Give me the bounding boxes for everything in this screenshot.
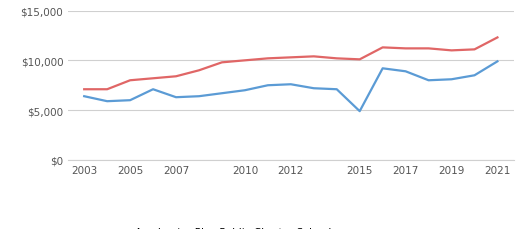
Legend: Academics Plus Public Charter School..., (AR) State Median: Academics Plus Public Charter School...,… [100, 223, 482, 229]
